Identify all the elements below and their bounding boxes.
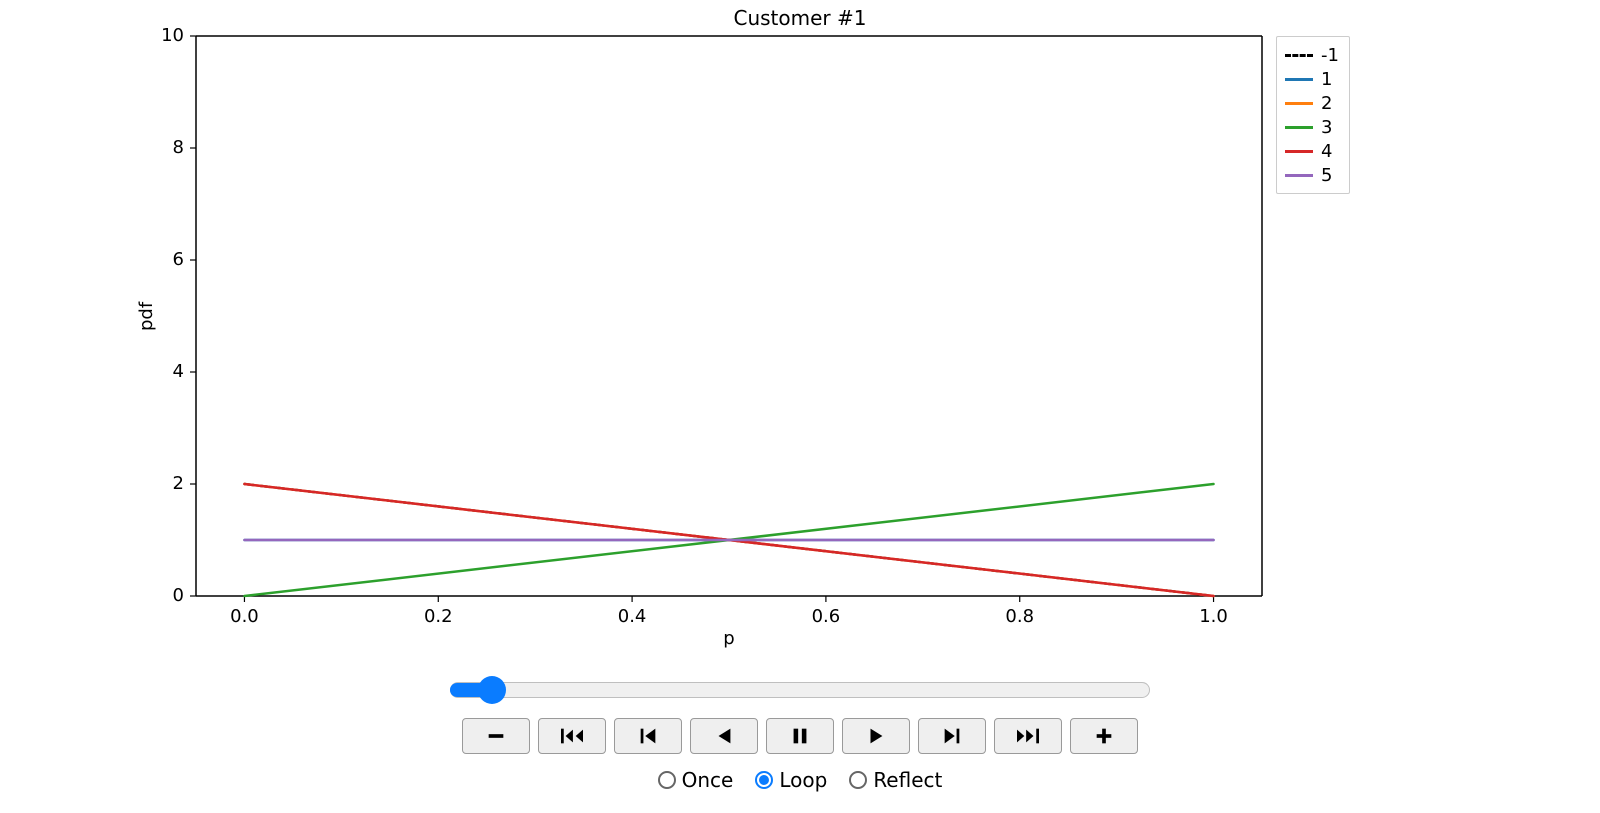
x-tick-label: 0.2 [423, 606, 453, 627]
last-icon [1015, 725, 1041, 747]
legend-item: 5 [1285, 163, 1339, 187]
first-button[interactable] [538, 718, 606, 754]
step-fwd-icon [941, 725, 963, 747]
y-tick-label: 0 [173, 585, 184, 606]
plot-area: 0.00.20.40.60.81.00246810 [196, 36, 1262, 596]
legend-item: 2 [1285, 91, 1339, 115]
legend-swatch [1285, 78, 1313, 81]
radio-label: Loop [779, 768, 827, 792]
radio-icon [849, 771, 867, 789]
legend-swatch [1285, 102, 1313, 105]
y-tick-label: 2 [173, 473, 184, 494]
prev-button[interactable] [614, 718, 682, 754]
x-tick-label: 0.6 [811, 606, 841, 627]
figure: Customer #1 0.00.20.40.60.81.00246810 pd… [0, 0, 1600, 813]
frame-slider-track [450, 682, 1150, 698]
x-tick-label: 1.0 [1199, 606, 1229, 627]
loop-mode-once[interactable]: Once [658, 768, 734, 792]
loop-mode-reflect[interactable]: Reflect [849, 768, 942, 792]
legend-label: -1 [1321, 45, 1339, 66]
y-tick-label: 6 [173, 249, 184, 270]
y-tick-label: 4 [173, 361, 184, 382]
first-icon [559, 725, 585, 747]
legend-swatch [1285, 174, 1313, 177]
x-tick-label: 0.0 [229, 606, 259, 627]
x-tick-label: 0.8 [1005, 606, 1035, 627]
step-back-icon [637, 725, 659, 747]
legend-swatch [1285, 126, 1313, 129]
play-back-icon [713, 725, 735, 747]
animation-controls: Once Loop Reflect [0, 676, 1600, 792]
radio-label: Once [682, 768, 734, 792]
faster-button[interactable] [1070, 718, 1138, 754]
loop-mode-radio-group: Once Loop Reflect [658, 768, 943, 792]
play-back-button[interactable] [690, 718, 758, 754]
legend-swatch [1285, 150, 1313, 153]
playback-button-row [462, 718, 1138, 754]
play-icon [865, 725, 887, 747]
legend-swatch [1285, 54, 1313, 57]
frame-slider-thumb[interactable] [478, 676, 506, 704]
radio-icon [658, 771, 676, 789]
y-axis-label: pdf [136, 302, 157, 331]
play-button[interactable] [842, 718, 910, 754]
legend-item: 4 [1285, 139, 1339, 163]
y-tick-label: 10 [161, 25, 184, 46]
legend-item: 1 [1285, 67, 1339, 91]
legend: -1 1 2 3 4 5 [1276, 36, 1350, 194]
plot-svg [176, 16, 1282, 616]
last-button[interactable] [994, 718, 1062, 754]
x-axis-label: p [196, 628, 1262, 649]
legend-label: 5 [1321, 165, 1332, 186]
legend-label: 2 [1321, 93, 1332, 114]
pause-button[interactable] [766, 718, 834, 754]
loop-mode-loop[interactable]: Loop [755, 768, 827, 792]
frame-slider[interactable] [450, 676, 1150, 704]
legend-label: 3 [1321, 117, 1332, 138]
legend-label: 4 [1321, 141, 1332, 162]
legend-label: 1 [1321, 69, 1332, 90]
plus-icon [1093, 725, 1115, 747]
x-tick-label: 0.4 [617, 606, 647, 627]
legend-item: -1 [1285, 43, 1339, 67]
pause-icon [789, 725, 811, 747]
radio-icon [755, 771, 773, 789]
legend-item: 3 [1285, 115, 1339, 139]
next-button[interactable] [918, 718, 986, 754]
y-tick-label: 8 [173, 137, 184, 158]
slower-button[interactable] [462, 718, 530, 754]
minus-icon [485, 725, 507, 747]
radio-label: Reflect [873, 768, 942, 792]
